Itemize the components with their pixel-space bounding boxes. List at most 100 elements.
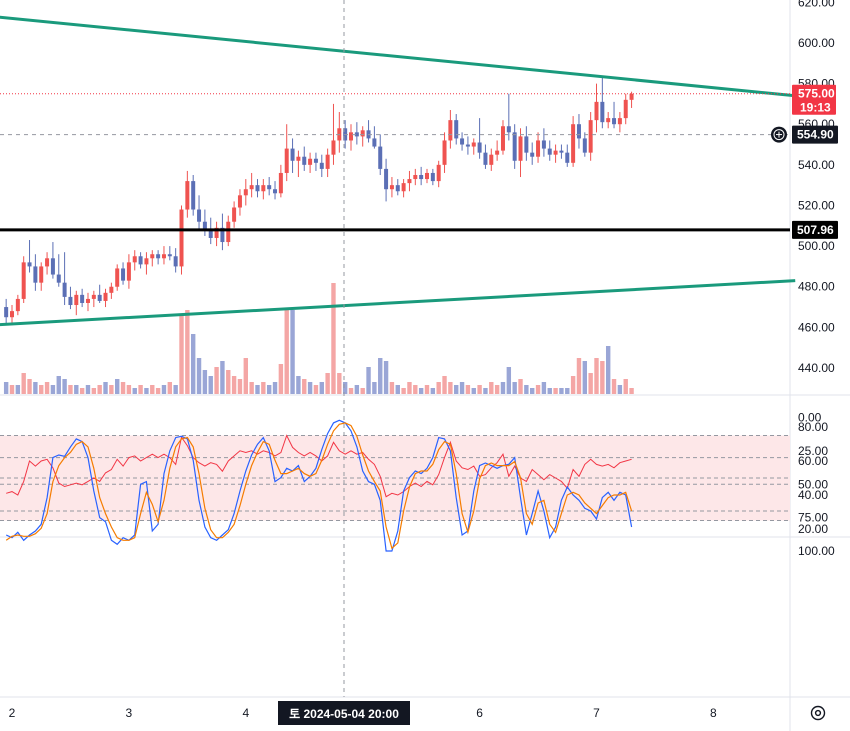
volume-bar bbox=[138, 385, 143, 394]
price-tick-label: 600.00 bbox=[798, 36, 835, 50]
volume-bar bbox=[559, 388, 564, 394]
plus-circle-ring bbox=[773, 129, 785, 141]
candle-body bbox=[39, 266, 44, 283]
last-price-badge bbox=[792, 84, 836, 115]
candle-body bbox=[471, 142, 476, 147]
candle-body bbox=[243, 189, 248, 196]
volume-bar bbox=[97, 385, 102, 394]
candle-body bbox=[226, 221, 231, 243]
volume-bar bbox=[506, 367, 512, 394]
volume-bar bbox=[179, 316, 184, 394]
volume-bar bbox=[454, 385, 459, 394]
stochastic-indicator bbox=[5, 419, 633, 552]
price-candles bbox=[4, 77, 634, 326]
price-tick-label: 520.00 bbox=[798, 198, 835, 212]
candle-body bbox=[208, 229, 213, 238]
candle-body bbox=[530, 152, 535, 157]
price-tick-label: 500.00 bbox=[798, 239, 835, 253]
price-tick-label: 620.00 bbox=[798, 0, 835, 9]
time-tick-label: 4 bbox=[242, 706, 249, 720]
volume-bar bbox=[617, 385, 623, 394]
volume-bars bbox=[3, 283, 634, 394]
candle-body bbox=[588, 120, 593, 153]
price-tick-label: 540.00 bbox=[798, 158, 835, 172]
volume-bar bbox=[331, 283, 336, 394]
candle-body bbox=[413, 174, 418, 180]
time-tick-label: 3 bbox=[126, 706, 133, 720]
volume-bar bbox=[541, 382, 547, 394]
time-tick-label: 7 bbox=[593, 706, 600, 720]
volume-bar bbox=[120, 382, 126, 394]
candle-body bbox=[290, 148, 295, 161]
gear-icon[interactable] bbox=[810, 705, 826, 721]
volume-bar bbox=[208, 376, 213, 394]
candle-body bbox=[15, 298, 20, 312]
candle-body bbox=[606, 118, 611, 123]
plus-circle-icon[interactable] bbox=[771, 126, 787, 143]
candle-body bbox=[21, 262, 26, 299]
candle-body bbox=[308, 158, 313, 165]
volume-bar bbox=[471, 388, 476, 394]
candle-body bbox=[360, 130, 365, 137]
volume-bar bbox=[459, 382, 465, 394]
volume-bar bbox=[243, 358, 248, 394]
volume-bar bbox=[255, 385, 260, 394]
volume-bar bbox=[278, 364, 284, 394]
candle-body bbox=[109, 286, 114, 293]
candle-body bbox=[477, 142, 482, 153]
countdown-text: 19:13 bbox=[800, 101, 831, 115]
candle-body bbox=[582, 138, 587, 153]
candle-body bbox=[430, 172, 435, 182]
volume-bar bbox=[319, 382, 324, 394]
candle-body bbox=[132, 256, 137, 263]
rsi-tick-label: 20.00 bbox=[798, 522, 828, 536]
candle-body bbox=[97, 294, 102, 301]
volume-bar bbox=[313, 385, 319, 394]
candle-body bbox=[191, 181, 196, 210]
candle-body bbox=[384, 168, 389, 190]
time-tick-label: 8 bbox=[710, 706, 717, 720]
candle-body bbox=[419, 174, 424, 180]
volume-bar bbox=[50, 385, 56, 394]
volume-bar bbox=[62, 379, 67, 394]
volume-bar bbox=[337, 373, 342, 394]
candle-body bbox=[325, 154, 330, 169]
volume-bar bbox=[418, 388, 424, 394]
candle-body bbox=[273, 189, 278, 194]
volume-bar bbox=[79, 388, 85, 394]
crosshair-price-text: 554.90 bbox=[797, 128, 834, 142]
volume-bar bbox=[91, 388, 97, 394]
volume-bar bbox=[56, 376, 61, 394]
volume-bar bbox=[226, 370, 231, 394]
candle-body bbox=[185, 181, 190, 210]
candle-body bbox=[518, 136, 523, 161]
volume-bar bbox=[342, 382, 348, 394]
candle-body bbox=[237, 195, 242, 208]
candle-body bbox=[197, 209, 202, 222]
volume-bar bbox=[348, 388, 354, 394]
volume-bar bbox=[202, 370, 208, 394]
candle-body bbox=[617, 118, 622, 125]
drawn-lines[interactable] bbox=[0, 0, 796, 338]
candle-body bbox=[612, 118, 617, 125]
candle-body bbox=[4, 307, 9, 318]
crosshair-price-badge bbox=[792, 125, 838, 144]
candle-body bbox=[506, 126, 511, 133]
price-axis[interactable]: 440.00460.00480.00500.00520.00540.00560.… bbox=[771, 0, 838, 558]
candle-body bbox=[401, 183, 406, 192]
volume-bar bbox=[302, 379, 307, 394]
volume-bar bbox=[535, 385, 541, 394]
candle-body bbox=[571, 124, 576, 163]
volume-bar bbox=[3, 382, 9, 394]
volume-bar bbox=[155, 388, 161, 394]
volume-bar bbox=[436, 382, 441, 394]
volume-bar bbox=[389, 382, 395, 394]
candle-body bbox=[424, 172, 429, 180]
volume-bar bbox=[115, 379, 120, 394]
candle-body bbox=[267, 185, 272, 190]
candle-body bbox=[126, 262, 131, 281]
volume-bar bbox=[249, 382, 254, 394]
volume-bar bbox=[44, 382, 50, 394]
